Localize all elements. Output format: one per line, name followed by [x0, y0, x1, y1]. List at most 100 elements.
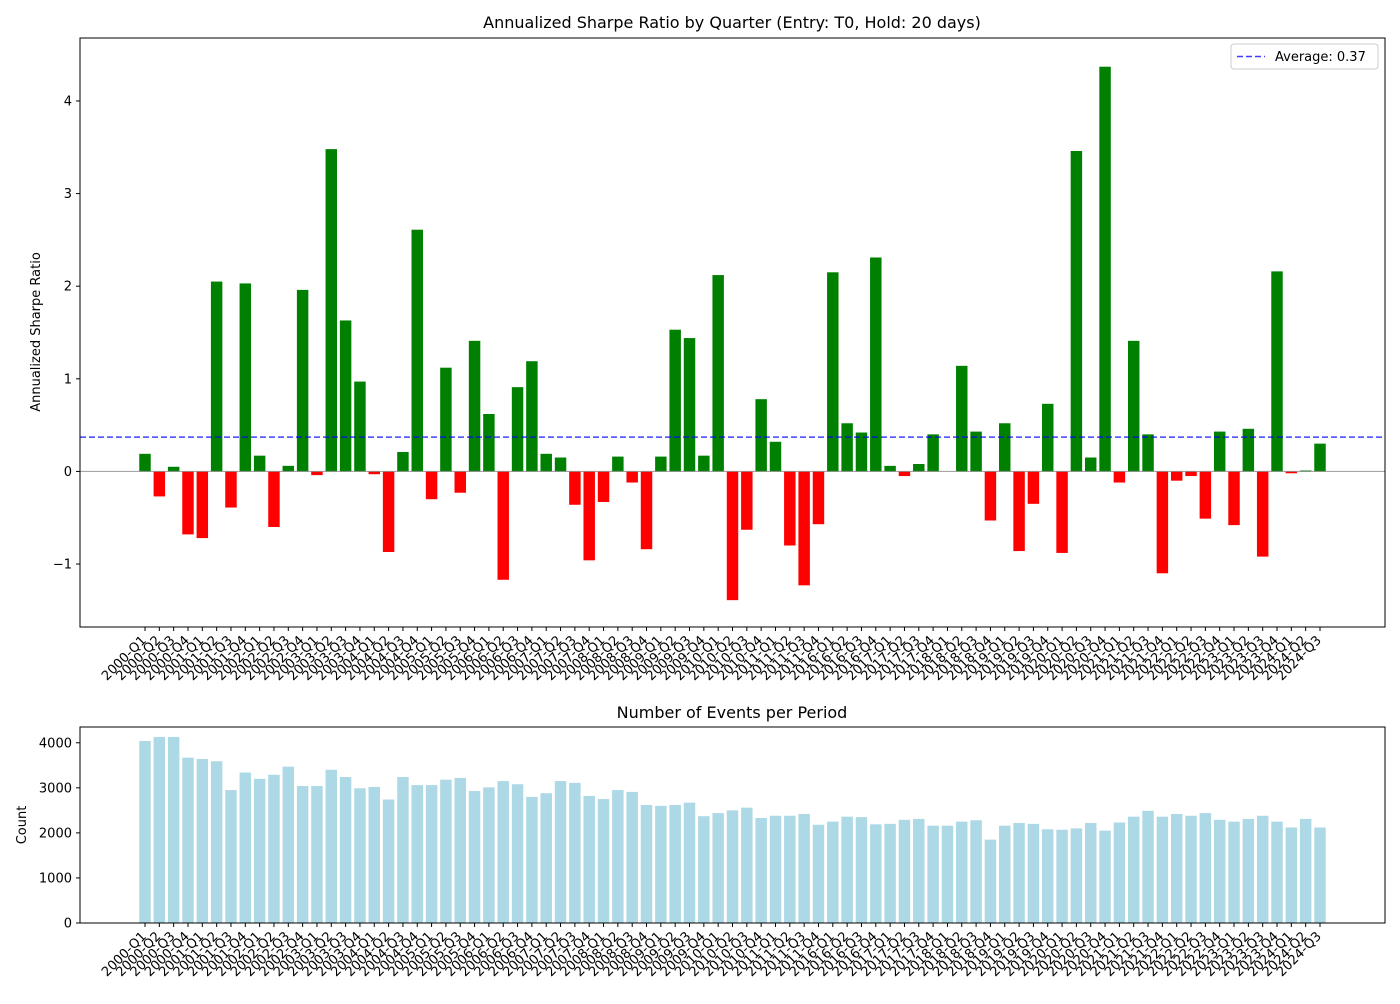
sharpe-bar-2003-Q4 — [354, 382, 365, 472]
sharpe-bar-2001-Q3 — [225, 471, 236, 507]
sharpe-bar-2010-Q1 — [712, 275, 723, 471]
count-bar-2020-Q4 — [1099, 831, 1110, 923]
sharpe-bar-2022-Q3 — [1200, 471, 1211, 518]
sharpe-bar-2007-Q3 — [569, 471, 580, 504]
count-bar-2021-Q1 — [1114, 823, 1125, 923]
count-bar-2019-Q4 — [1042, 829, 1053, 923]
count-bar-2020-Q3 — [1085, 823, 1096, 923]
count-bar-2022-Q1 — [1171, 814, 1182, 923]
sharpe-bar-2021-Q1 — [1114, 471, 1125, 482]
count-bar-2020-Q1 — [1056, 830, 1067, 923]
count-bar-2006-Q3 — [512, 784, 523, 923]
sharpe-bar-2009-Q4 — [698, 456, 709, 472]
sharpe-ytick-label: 1 — [64, 372, 72, 387]
sharpe-bar-2019-Q1 — [999, 423, 1010, 471]
count-bar-2000-Q1 — [139, 741, 150, 923]
sharpe-bar-2010-Q2 — [727, 471, 738, 600]
sharpe-bar-2007-Q1 — [540, 454, 551, 472]
count-bar-2001-Q4 — [240, 773, 251, 923]
count-bar-2018-Q2 — [956, 822, 967, 923]
sharpe-bars — [139, 67, 1325, 600]
count-bar-2017-Q2 — [899, 820, 910, 923]
sharpe-bar-2006-Q3 — [512, 387, 523, 471]
sharpe-bar-2006-Q2 — [498, 471, 509, 579]
sharpe-bar-2011-Q3 — [798, 471, 809, 585]
sharpe-ytick-label: 3 — [64, 187, 72, 202]
sharpe-y-axis-label: Annualized Sharpe Ratio — [29, 252, 44, 412]
sharpe-x-ticks: 2000-Q12000-Q22000-Q32000-Q42001-Q12001-… — [99, 627, 1325, 684]
count-bar-2023-Q2 — [1243, 819, 1254, 923]
sharpe-bar-2006-Q1 — [483, 414, 494, 471]
count-bar-2004-Q3 — [397, 777, 408, 923]
sharpe-bar-2005-Q4 — [469, 341, 480, 472]
count-bar-2003-Q3 — [340, 777, 351, 923]
sharpe-bar-2017-Q3 — [913, 464, 924, 471]
count-bar-2002-Q3 — [283, 767, 294, 923]
count-bar-2024-Q2 — [1300, 819, 1311, 923]
sharpe-bar-2007-Q4 — [583, 471, 594, 560]
count-bar-2010-Q4 — [755, 818, 766, 923]
sharpe-bar-2019-Q3 — [1028, 471, 1039, 503]
sharpe-bar-2021-Q2 — [1128, 341, 1139, 472]
sharpe-chart-title: Annualized Sharpe Ratio by Quarter (Entr… — [483, 13, 981, 32]
count-bar-2007-Q1 — [540, 793, 551, 923]
count-bar-2000-Q4 — [182, 758, 193, 923]
count-bar-2018-Q3 — [970, 820, 981, 923]
sharpe-bar-2002-Q1 — [254, 456, 265, 472]
sharpe-bar-2008-Q2 — [612, 457, 623, 472]
count-bar-2010-Q1 — [712, 813, 723, 923]
sharpe-bar-2000-Q4 — [182, 471, 193, 534]
count-bar-2003-Q2 — [326, 770, 337, 923]
count-ytick-label: 0 — [64, 917, 72, 932]
count-bar-2011-Q4 — [813, 825, 824, 923]
count-bar-2017-Q1 — [884, 824, 895, 923]
sharpe-ytick-label: 0 — [64, 465, 72, 480]
count-bar-2016-Q2 — [841, 817, 852, 923]
sharpe-bar-2009-Q3 — [684, 338, 695, 471]
count-bar-2021-Q3 — [1142, 811, 1153, 923]
sharpe-ytick-label: 2 — [64, 280, 72, 295]
count-bar-2016-Q4 — [870, 824, 881, 923]
sharpe-bar-2021-Q3 — [1142, 434, 1153, 471]
count-bar-2011-Q2 — [784, 816, 795, 923]
sharpe-bar-2016-Q4 — [870, 257, 881, 471]
sharpe-bar-2001-Q2 — [211, 282, 222, 472]
sharpe-bar-2022-Q1 — [1171, 471, 1182, 480]
count-bar-2019-Q3 — [1028, 824, 1039, 923]
sharpe-bar-2024-Q3 — [1314, 444, 1325, 472]
sharpe-bar-2003-Q2 — [326, 149, 337, 471]
sharpe-bar-2022-Q2 — [1185, 471, 1196, 476]
count-bar-2002-Q2 — [268, 775, 279, 923]
count-bar-2021-Q2 — [1128, 817, 1139, 923]
sharpe-bar-2000-Q1 — [139, 454, 150, 472]
sharpe-bar-2002-Q4 — [297, 290, 308, 472]
count-bar-2008-Q1 — [598, 799, 609, 923]
count-bar-2000-Q3 — [168, 737, 179, 923]
sharpe-bar-2017-Q4 — [927, 434, 938, 471]
count-bar-2023-Q4 — [1271, 822, 1282, 923]
sharpe-bar-2023-Q3 — [1257, 471, 1268, 556]
count-bar-2006-Q4 — [526, 797, 537, 923]
sharpe-bar-2011-Q2 — [784, 471, 795, 545]
count-y-axis-label: Count — [15, 806, 30, 845]
count-bar-2024-Q1 — [1286, 827, 1297, 923]
count-bar-2005-Q2 — [440, 780, 451, 923]
count-bar-2001-Q2 — [211, 761, 222, 923]
legend-average-label: Average: 0.37 — [1275, 50, 1366, 65]
sharpe-ytick-label: 4 — [64, 94, 72, 109]
count-bar-2004-Q2 — [383, 800, 394, 923]
sharpe-bar-2000-Q3 — [168, 467, 179, 472]
sharpe-bar-2005-Q2 — [440, 368, 451, 472]
count-ytick-label: 3000 — [39, 781, 72, 796]
count-bar-2005-Q1 — [426, 785, 437, 923]
sharpe-bar-2023-Q4 — [1271, 271, 1282, 471]
sharpe-bar-2008-Q4 — [641, 471, 652, 549]
sharpe-bar-2018-Q4 — [985, 471, 996, 520]
sharpe-bar-2019-Q2 — [1013, 471, 1024, 551]
count-bar-2024-Q3 — [1314, 827, 1325, 923]
sharpe-bar-2011-Q4 — [813, 471, 824, 524]
count-bar-2004-Q1 — [369, 787, 380, 923]
